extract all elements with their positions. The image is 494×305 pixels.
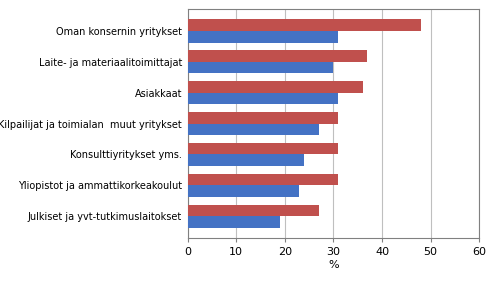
Bar — [188, 19, 421, 31]
Bar — [188, 124, 319, 135]
Bar — [188, 216, 280, 228]
Bar — [188, 112, 338, 124]
Bar — [188, 143, 338, 154]
Bar — [188, 185, 299, 197]
Bar — [188, 174, 338, 185]
Bar — [188, 31, 338, 42]
Bar — [188, 50, 368, 62]
Bar — [188, 93, 338, 104]
X-axis label: %: % — [328, 260, 339, 270]
Bar — [188, 205, 319, 216]
Bar — [188, 81, 363, 93]
Bar — [188, 62, 333, 74]
Bar — [188, 154, 304, 166]
